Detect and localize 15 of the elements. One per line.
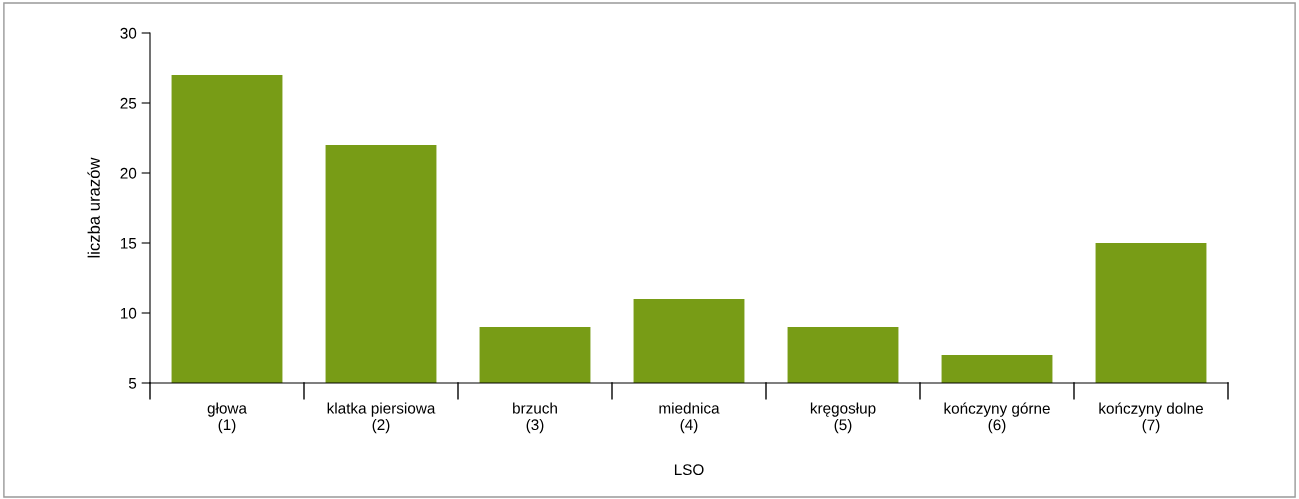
x-tick-label: kończyny górne (6) <box>944 402 1050 434</box>
y-tick-label: 10 <box>120 307 137 319</box>
x-tick-label: miednica (4) <box>659 402 720 434</box>
y-tick-label: 25 <box>120 97 137 109</box>
x-tick-label: brzuch (3) <box>513 402 557 434</box>
x-axis-title: LSO <box>674 464 704 476</box>
y-tick-label: 20 <box>120 167 137 179</box>
x-tick-label: głowa (1) <box>207 402 247 434</box>
y-tick-label: 15 <box>120 238 137 249</box>
y-axis-title: liczba urazów <box>87 157 100 258</box>
x-tick-label: kręgosłup (5) <box>810 402 876 434</box>
x-tick-label: klatka piersiowa (2) <box>327 402 436 434</box>
y-tick-label: 30 <box>120 27 137 39</box>
x-tick-label: kończyny dolne (7) <box>1099 402 1203 434</box>
y-tick-label: 5 <box>128 378 137 389</box>
